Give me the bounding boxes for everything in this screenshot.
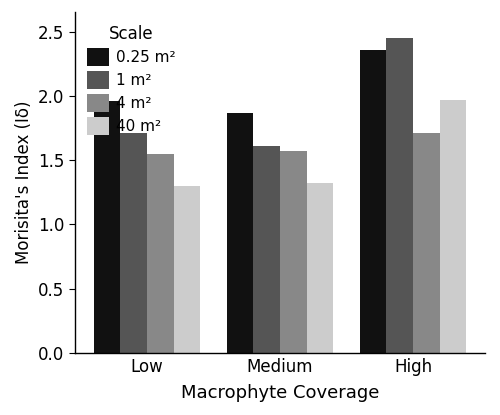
Bar bbox=[174, 186, 200, 353]
X-axis label: Macrophyte Coverage: Macrophyte Coverage bbox=[181, 384, 379, 402]
Bar bbox=[94, 101, 120, 353]
Legend: 0.25 m², 1 m², 4 m², 40 m²: 0.25 m², 1 m², 4 m², 40 m² bbox=[82, 20, 180, 139]
Bar bbox=[147, 154, 174, 353]
Bar bbox=[120, 133, 147, 353]
Bar bbox=[360, 50, 386, 353]
Bar bbox=[254, 146, 280, 353]
Bar bbox=[440, 100, 466, 353]
Bar bbox=[413, 133, 440, 353]
Y-axis label: Morisita's Index (Iδ): Morisita's Index (Iδ) bbox=[14, 101, 32, 264]
Bar bbox=[386, 38, 413, 353]
Bar bbox=[306, 183, 333, 353]
Bar bbox=[280, 151, 306, 353]
Bar bbox=[227, 112, 254, 353]
